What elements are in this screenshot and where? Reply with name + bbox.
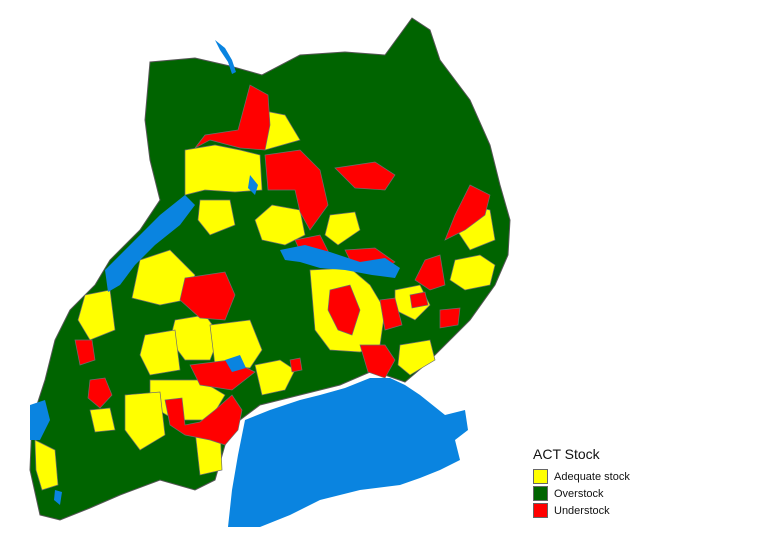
legend: ACT Stock Adequate stock Overstock Under…	[533, 446, 630, 519]
legend-item-adequate: Adequate stock	[533, 468, 630, 485]
lake-edward	[30, 400, 50, 440]
legend-label: Overstock	[554, 487, 604, 500]
legend-label: Understock	[554, 504, 610, 517]
legend-title: ACT Stock	[533, 446, 600, 462]
legend-item-overstock: Overstock	[533, 485, 630, 502]
legend-swatch-adequate	[533, 469, 548, 484]
adequate-districts	[34, 109, 496, 491]
lake-kwania	[248, 175, 258, 195]
legend-swatch-understock	[533, 503, 548, 518]
lake-bunyonyi	[54, 490, 62, 505]
lake-albert	[105, 195, 195, 292]
legend-swatch-overstock	[533, 486, 548, 501]
lake-george	[225, 355, 246, 372]
water-bodies	[30, 40, 468, 527]
lake-victoria	[228, 378, 468, 527]
river-nile-north	[215, 40, 236, 74]
legend-label: Adequate stock	[554, 470, 630, 483]
legend-item-understock: Understock	[533, 502, 630, 519]
lake-kyoga	[280, 245, 400, 278]
